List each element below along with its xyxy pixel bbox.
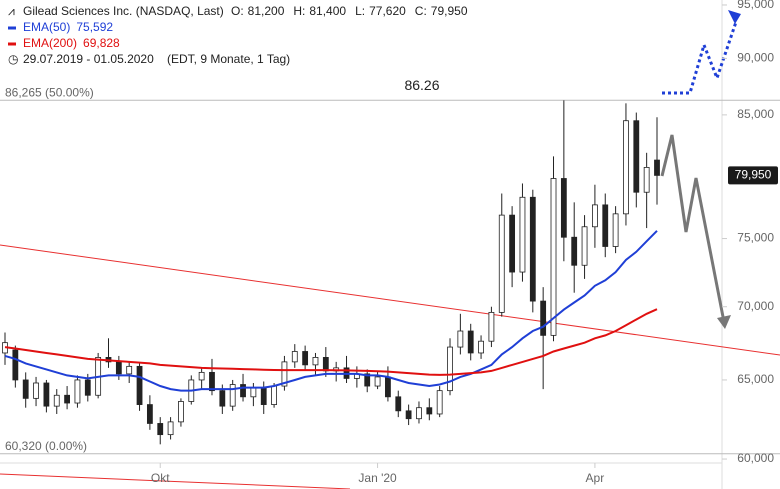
candle-body xyxy=(550,178,557,336)
legend-value: 75,592 xyxy=(76,20,113,34)
candle-body xyxy=(405,410,412,420)
quote-key: H: xyxy=(293,4,305,18)
candle-body xyxy=(43,382,50,407)
arrow-head xyxy=(717,315,731,329)
candle-body xyxy=(53,394,60,407)
candle-body xyxy=(623,120,629,215)
candle-body xyxy=(509,214,516,273)
level-label: 86,265 (50.00%) xyxy=(5,85,94,99)
candle-body xyxy=(312,357,319,366)
icon: ◷ xyxy=(8,52,18,66)
quote-key: L: xyxy=(355,4,365,18)
candle-body xyxy=(136,365,143,405)
candle-body xyxy=(157,423,164,436)
quote-value: 77,620 xyxy=(369,4,406,18)
candle-body xyxy=(302,351,309,366)
quote-value: 81,400 xyxy=(309,4,346,18)
trend-line xyxy=(0,244,780,356)
candle-body xyxy=(560,178,567,238)
candle-body xyxy=(447,346,453,392)
period-note: (EDT, 9 Monate, 1 Tag) xyxy=(167,52,290,66)
candle-body xyxy=(395,396,402,412)
projection-arrow xyxy=(662,21,738,95)
candle-body xyxy=(478,340,484,354)
candle-body xyxy=(146,404,153,424)
candle-body xyxy=(519,196,526,273)
candle-body xyxy=(240,384,246,398)
y-tick-label: 85,000 xyxy=(737,107,774,121)
candle-body xyxy=(457,330,464,348)
header: ⩘ Gilead Sciences Inc. (NASDAQ, Last) ◷ … xyxy=(8,4,290,66)
ema-line xyxy=(4,308,658,376)
legend-label: EMA(50) xyxy=(23,20,70,34)
candle-body xyxy=(571,236,578,266)
candle-body xyxy=(364,373,371,387)
candle-body xyxy=(322,357,329,372)
candle-body xyxy=(374,376,381,387)
legend-label: EMA(200) xyxy=(23,36,77,50)
candle-body xyxy=(22,379,29,399)
high-label: 86.26 xyxy=(404,77,439,93)
candle-body xyxy=(416,407,422,420)
candle-body xyxy=(209,371,215,392)
y-tick-label: 60,000 xyxy=(737,451,774,465)
arrow-head xyxy=(728,10,741,24)
y-tick-label: 90,000 xyxy=(737,51,774,65)
candle-body xyxy=(178,401,184,423)
candle-body xyxy=(281,361,288,387)
y-tick-label: 70,000 xyxy=(737,299,774,313)
candle-body xyxy=(654,159,660,176)
candle-body xyxy=(260,387,267,405)
legend-value: 69,828 xyxy=(83,36,120,50)
x-tick-label: Jan '20 xyxy=(358,471,397,485)
candle-body xyxy=(84,379,91,396)
candle-body xyxy=(488,311,495,342)
y-tick-label: 65,000 xyxy=(737,372,774,386)
y-tick-label: 95,000 xyxy=(737,0,774,11)
candle-body xyxy=(592,204,598,228)
period: 29.07.2019 - 01.05.2020 xyxy=(23,52,154,66)
candle-body xyxy=(612,213,619,247)
candle-body xyxy=(643,167,650,193)
candle-body xyxy=(64,394,70,404)
candle-body xyxy=(426,407,433,415)
candle-body xyxy=(498,214,505,313)
quote-value: 81,200 xyxy=(248,4,285,18)
icon: ⩘ xyxy=(8,4,15,18)
candle-body xyxy=(436,390,443,415)
quote-value: 79,950 xyxy=(431,4,468,18)
candle-body xyxy=(33,382,39,399)
candle-body xyxy=(633,120,640,193)
candle-body xyxy=(467,330,474,354)
candle-body xyxy=(529,196,536,302)
projection-arrow xyxy=(660,134,726,323)
candle-body xyxy=(271,385,277,405)
candle-body xyxy=(198,371,205,381)
candle-body xyxy=(74,379,81,404)
price-tag xyxy=(728,166,778,185)
candle-body xyxy=(115,361,122,375)
candle-body xyxy=(385,376,391,398)
price-tag-label: 79,950 xyxy=(735,168,772,182)
candle-body xyxy=(229,384,236,407)
x-tick-label: Okt xyxy=(151,471,170,485)
candle-body xyxy=(12,349,19,381)
x-tick-label: Apr xyxy=(586,471,605,485)
level-label: 60,320 (0.00%) xyxy=(5,439,87,453)
quote-key: O: xyxy=(231,4,244,18)
candle-body xyxy=(126,365,133,375)
quote-key: C: xyxy=(415,4,427,18)
candle-body xyxy=(250,387,257,398)
title: Gilead Sciences Inc. (NASDAQ, Last) xyxy=(23,4,224,18)
candle-body xyxy=(291,351,298,363)
candle-body xyxy=(219,390,226,407)
candle-body xyxy=(602,204,609,247)
ema-line xyxy=(4,230,658,392)
candle-body xyxy=(167,421,174,436)
candle-body xyxy=(540,300,547,336)
candle-body xyxy=(581,226,588,266)
trend-line xyxy=(0,473,351,489)
y-tick-label: 75,000 xyxy=(737,231,774,245)
